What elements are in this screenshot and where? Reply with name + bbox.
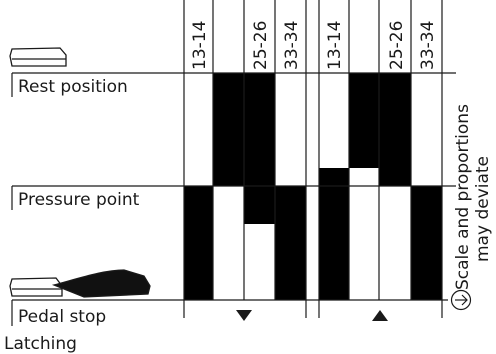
column-header: 25-26 <box>387 21 407 70</box>
contact-closed-cell <box>319 168 349 186</box>
latching-label: Latching <box>4 334 77 354</box>
contact-closed-cell <box>184 186 213 224</box>
contact-closed-cell <box>213 168 244 186</box>
contact-closed-cell <box>244 186 275 224</box>
column-header: 33-34 <box>418 21 438 70</box>
contact-closed-cell <box>379 168 411 186</box>
pedal-pressed-icon <box>9 269 151 298</box>
contact-closed-cell <box>244 73 275 168</box>
contact-closed-cell <box>244 168 275 186</box>
circle-arrow-right-icon <box>450 289 472 311</box>
rest-position-label: Rest position <box>18 77 128 97</box>
contact-closed-cell <box>213 73 244 168</box>
contact-closed-cell <box>319 186 349 224</box>
pedal-stop-label: Pedal stop <box>18 307 106 327</box>
column-header: 33-34 <box>282 21 302 70</box>
contact-closed-cell <box>275 224 306 300</box>
column-header: 25-26 <box>251 21 271 70</box>
contact-closed-cell <box>275 186 306 224</box>
pedal-rest-icon <box>9 47 67 67</box>
press-down-triangle-icon <box>236 310 252 321</box>
contact-closed-cell <box>411 224 442 300</box>
contact-closed-cell <box>184 224 213 300</box>
column-header: 13-14 <box>190 21 210 70</box>
contact-closed-cell <box>319 224 349 300</box>
column-header: 13-14 <box>325 21 345 70</box>
release-up-triangle-icon <box>372 310 388 321</box>
contact-closed-cell <box>349 73 379 168</box>
scale-note-line2: may deviate <box>473 156 493 262</box>
contact-closed-cell <box>379 73 411 168</box>
scale-note-line1: Scale and proportions <box>453 104 473 290</box>
contact-closed-cell <box>411 186 442 224</box>
pressure-point-label: Pressure point <box>18 190 140 210</box>
